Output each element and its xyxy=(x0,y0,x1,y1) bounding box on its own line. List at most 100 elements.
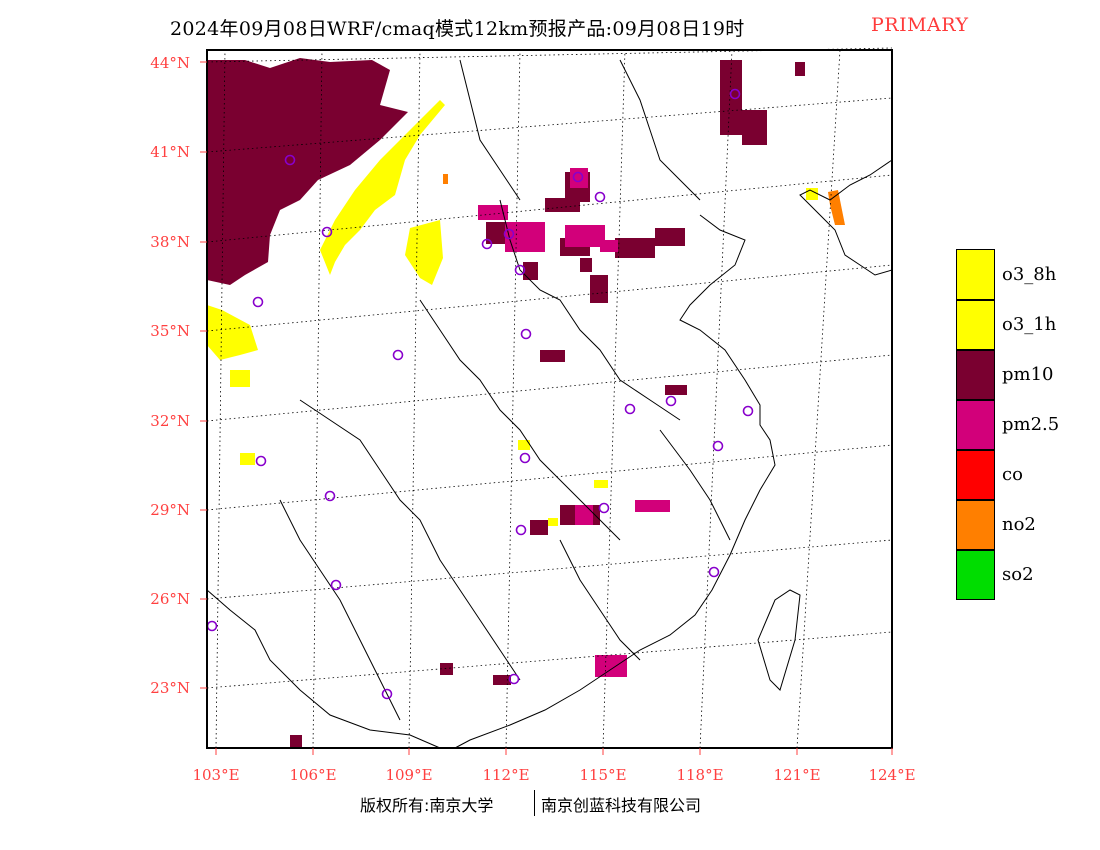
pm10-patch xyxy=(523,262,538,280)
lat-label: 32°N xyxy=(150,412,190,430)
province-border xyxy=(459,59,521,201)
pm10-patch xyxy=(720,60,742,135)
lat-label: 35°N xyxy=(150,322,190,340)
station-marker xyxy=(712,440,724,452)
meridian-115 xyxy=(602,49,626,749)
lat-label: 38°N xyxy=(150,233,190,251)
legend-label: pm10 xyxy=(1002,364,1054,385)
pm25-patch xyxy=(635,500,670,512)
station-marker xyxy=(255,455,267,467)
meridian-106 xyxy=(312,49,323,749)
lon-label: 109°E xyxy=(385,766,433,784)
legend-label: no2 xyxy=(1002,514,1036,535)
meridian-109 xyxy=(408,49,421,749)
legend-swatch-o3-8h xyxy=(956,249,995,300)
lon-label: 106°E xyxy=(289,766,337,784)
meridian-103 xyxy=(215,49,226,749)
pm10-patch xyxy=(590,275,608,303)
pm10-patch xyxy=(655,228,685,246)
legend-label: o3_8h xyxy=(1002,264,1057,285)
province-border xyxy=(559,539,641,661)
station-marker xyxy=(598,502,610,514)
lat-label: 23°N xyxy=(150,679,190,697)
national-border xyxy=(206,589,441,749)
pm25-patch xyxy=(570,168,588,188)
province-border xyxy=(659,429,731,541)
station-marker xyxy=(742,405,754,417)
lon-label: 112°E xyxy=(482,766,530,784)
station-marker xyxy=(520,328,532,340)
o3-areas xyxy=(207,100,818,526)
legend-label: so2 xyxy=(1002,564,1034,585)
station-marker xyxy=(624,403,636,415)
station-marker xyxy=(381,688,393,700)
o3-patch xyxy=(518,440,530,450)
station-marker xyxy=(284,154,296,166)
station-marker xyxy=(729,88,741,100)
station-marker xyxy=(330,579,342,591)
pm25-patch xyxy=(565,225,605,247)
station-marker xyxy=(708,566,720,578)
lat-label: 26°N xyxy=(150,590,190,608)
pm25-areas xyxy=(478,168,670,677)
station-marker xyxy=(514,264,526,276)
primary-tag: PRIMARY xyxy=(871,14,969,36)
pm10-patch xyxy=(580,258,592,272)
lon-label: 118°E xyxy=(676,766,724,784)
legend-swatch-pm25 xyxy=(956,400,995,450)
pm10-patch xyxy=(493,675,511,685)
o3-patch xyxy=(240,453,255,465)
pm25-patch xyxy=(505,222,545,252)
o3-band-inner-mongolia xyxy=(320,100,445,275)
pm25-patch xyxy=(575,505,593,525)
o3-patch-tibet-edge xyxy=(207,305,258,360)
lat-label: 44°N xyxy=(150,54,190,72)
station-marker xyxy=(519,452,531,464)
province-border xyxy=(499,199,681,421)
lon-label: 103°E xyxy=(192,766,240,784)
pm10-patch xyxy=(665,385,687,395)
coastline-borders xyxy=(206,59,893,749)
station-marker xyxy=(665,395,677,407)
station-marker xyxy=(321,226,333,238)
legend-label: pm2.5 xyxy=(1002,414,1060,435)
pm25-patch xyxy=(600,240,618,252)
legend-swatch-o3-1h xyxy=(956,300,995,350)
station-marker xyxy=(503,228,515,240)
station-marker xyxy=(594,191,606,203)
station-marker xyxy=(324,490,336,502)
meridian-112 xyxy=(505,49,521,749)
province-border xyxy=(279,499,401,721)
pm25-patch xyxy=(478,205,508,220)
lon-label: 124°E xyxy=(868,766,916,784)
o3-patch xyxy=(594,480,608,488)
copyright-footer: 版权所有:南京大学 南京创蓝科技有限公司 xyxy=(0,790,1100,822)
station-marker xyxy=(572,171,584,183)
pm10-patch xyxy=(545,198,580,212)
o3-patch xyxy=(230,370,250,387)
lon-label: 121°E xyxy=(773,766,821,784)
legend-label: co xyxy=(1002,464,1023,485)
footer-divider xyxy=(534,790,535,816)
legend-label: o3_1h xyxy=(1002,314,1057,335)
station-marker xyxy=(515,524,527,536)
station-marker xyxy=(392,349,404,361)
pm10-northwest-region xyxy=(207,58,408,285)
o3-patch xyxy=(548,518,558,526)
lon-label: 115°E xyxy=(579,766,627,784)
station-marker xyxy=(508,673,520,685)
legend-swatch-co xyxy=(956,450,995,500)
no2-patch xyxy=(443,174,448,184)
o3-patch-ordos xyxy=(405,220,443,285)
graticule xyxy=(206,47,893,749)
pm10-patch xyxy=(540,350,565,362)
coastline-bohai xyxy=(454,214,776,749)
station-marker xyxy=(481,238,493,250)
lat-label: 41°N xyxy=(150,143,190,161)
parallel-41 xyxy=(206,97,893,153)
station-markers xyxy=(206,88,754,700)
tick-marks xyxy=(200,61,893,755)
map-title-text: 2024年09月08日WRF/cmaq模式12km预报产品:09月08日19时 xyxy=(170,18,745,40)
pm10-patch xyxy=(530,520,548,535)
parallel-23 xyxy=(206,631,893,689)
